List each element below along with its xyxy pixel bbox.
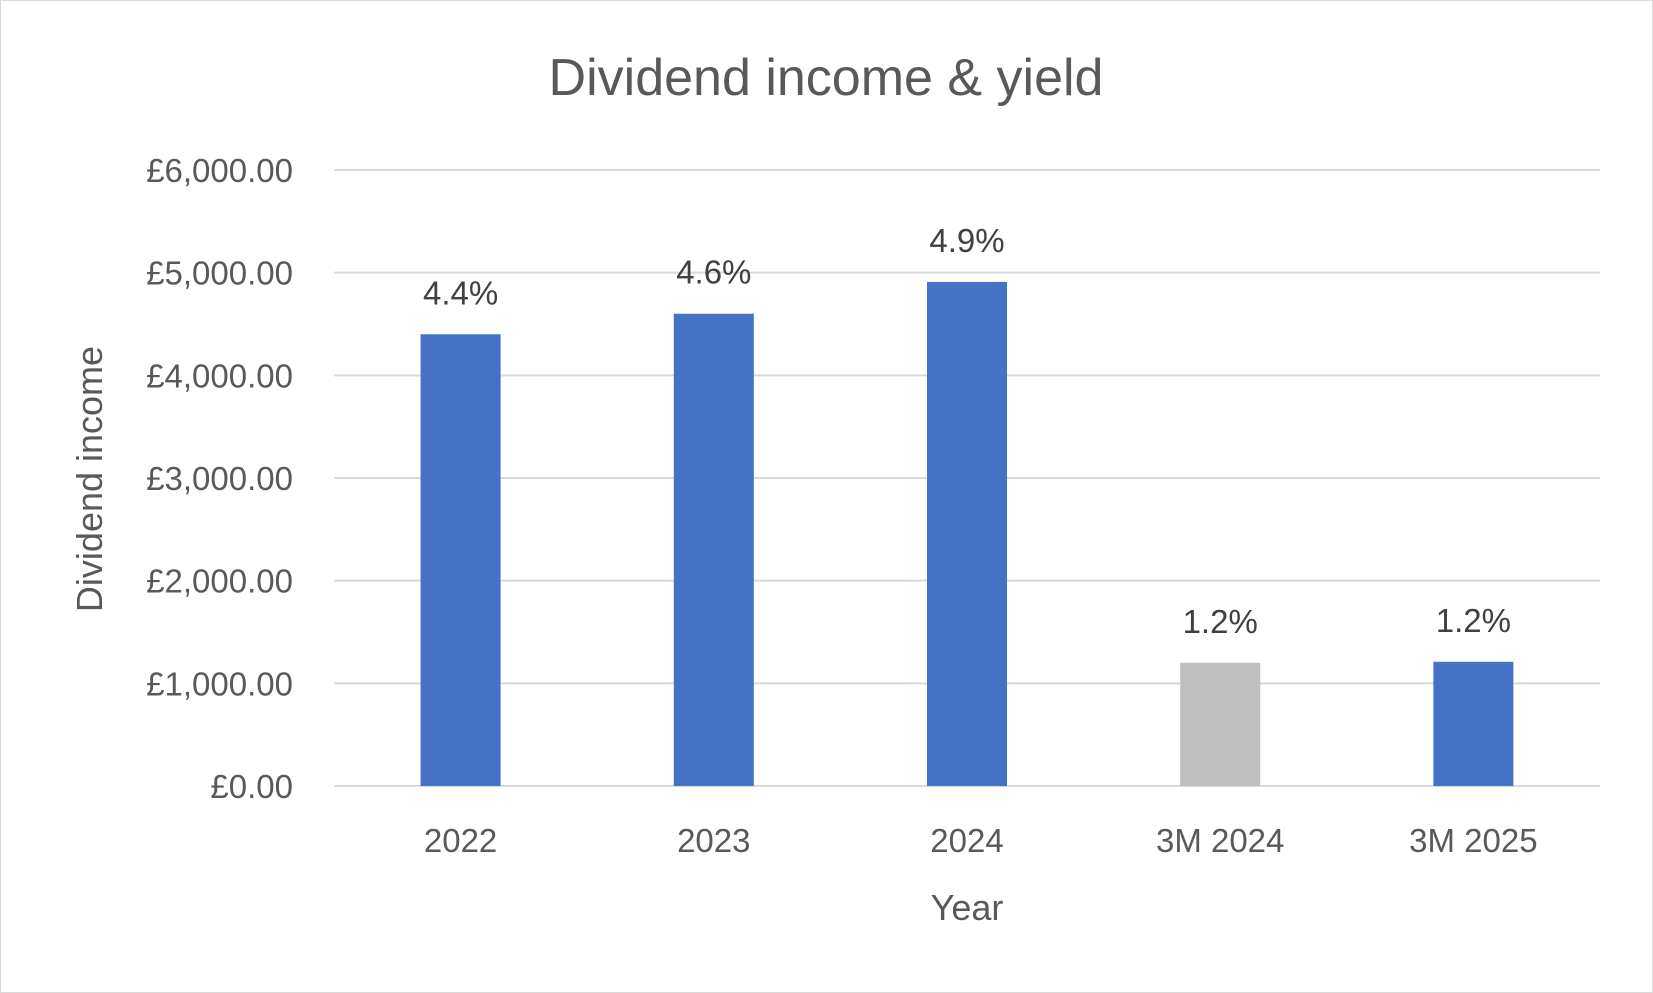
data-labels: 4.4% 4.6% 4.9% 1.2% 1.2% <box>423 222 1511 640</box>
y-tick-label: £6,000.00 <box>146 152 293 189</box>
bar-2023 <box>673 313 754 786</box>
y-tick-label: £2,000.00 <box>146 563 293 600</box>
x-axis-title: Year <box>931 887 1004 928</box>
y-tick-label: £4,000.00 <box>146 357 293 394</box>
y-axis-tick-labels: £0.00 £1,000.00 £2,000.00 £3,000.00 £4,000.0… <box>146 152 293 805</box>
x-tick-label: 3M 2025 <box>1409 822 1537 859</box>
x-axis-tick-labels: 2022 2023 2024 3M 2024 3M 2025 <box>424 822 1538 859</box>
y-tick-label: £5,000.00 <box>146 255 293 292</box>
y-tick-label: £3,000.00 <box>146 460 293 497</box>
data-label: 4.9% <box>929 222 1004 259</box>
bars <box>420 281 1514 786</box>
bar-2022 <box>420 334 501 786</box>
y-axis-title: Dividend income <box>69 346 110 612</box>
data-label: 4.4% <box>423 274 498 311</box>
x-tick-label: 2023 <box>677 822 750 859</box>
bar-2024 <box>927 281 1007 786</box>
data-label: 4.6% <box>676 254 751 291</box>
x-tick-label: 3M 2024 <box>1156 822 1284 859</box>
y-tick-label: £1,000.00 <box>146 665 293 702</box>
data-label: 1.2% <box>1183 603 1258 640</box>
bar-3m-2025 <box>1433 661 1514 786</box>
x-tick-label: 2022 <box>424 822 497 859</box>
data-label: 1.2% <box>1436 602 1511 639</box>
y-tick-label: £0.00 <box>210 768 293 805</box>
chart-title: Dividend income & yield <box>549 49 1104 107</box>
x-tick-label: 2024 <box>930 822 1003 859</box>
bar-3m-2024 <box>1180 662 1261 786</box>
